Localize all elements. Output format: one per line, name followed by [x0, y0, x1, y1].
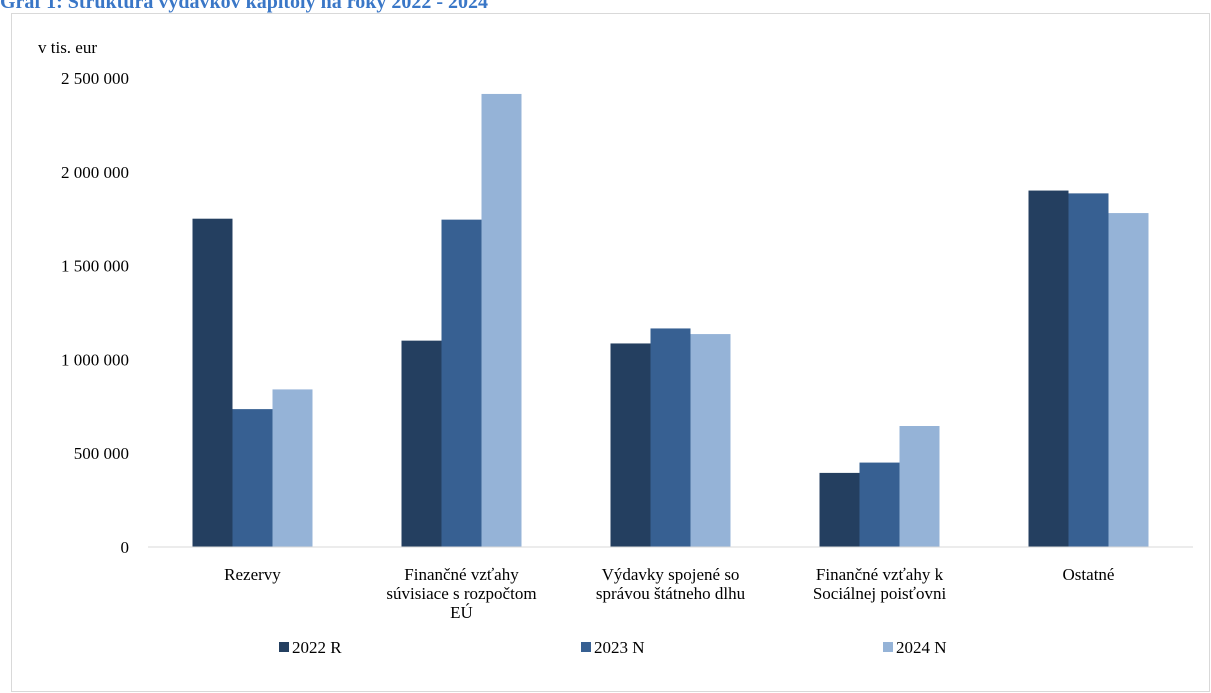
x-tick-label: správou štátneho dlhu — [596, 584, 746, 603]
bar — [690, 334, 731, 547]
legend-swatch — [581, 642, 591, 652]
y-tick-label: 1 500 000 — [61, 257, 129, 276]
y-tick-label: 1 000 000 — [61, 350, 129, 369]
legend-label: 2022 R — [292, 638, 342, 657]
x-tick-label: Finančné vzťahy — [404, 565, 519, 584]
x-tick-label: Sociálnej poisťovni — [813, 584, 947, 603]
y-axis-ticks: 0 500 000 1 000 000 1 500 000 2 000 000 2 500… — [61, 69, 129, 557]
legend: 2022 R 2023 N 2024 N — [279, 638, 947, 657]
bar — [1068, 193, 1109, 547]
bar — [441, 219, 482, 547]
legend-label: 2023 N — [594, 638, 645, 657]
y-tick-label: 0 — [121, 538, 130, 557]
bar — [401, 340, 442, 547]
chart-frame — [11, 13, 1210, 692]
x-tick-label: súvisiace s rozpočtom — [386, 584, 536, 603]
legend-swatch — [883, 642, 893, 652]
bar — [232, 409, 273, 547]
chart-title: Graf 1: Štruktúra výdavkov kapitoly na r… — [0, 0, 489, 13]
y-unit-label: v tis. eur — [38, 38, 97, 57]
bar — [650, 328, 691, 547]
x-tick-label: Ostatné — [1063, 565, 1115, 584]
bars-group — [192, 93, 1149, 548]
bar — [272, 389, 313, 547]
bar — [859, 462, 900, 547]
x-tick-label: Finančné vzťahy k — [816, 565, 944, 584]
y-tick-label: 2 500 000 — [61, 69, 129, 88]
legend-label: 2024 N — [896, 638, 947, 657]
bar — [1108, 213, 1149, 547]
y-tick-label: 2 000 000 — [61, 163, 129, 182]
bar — [610, 343, 651, 547]
bar — [899, 425, 940, 547]
x-tick-label: Rezervy — [224, 565, 281, 584]
legend-swatch — [279, 642, 289, 652]
x-tick-label: Výdavky spojené so — [602, 565, 740, 584]
bar — [192, 218, 233, 547]
y-tick-label: 500 000 — [74, 444, 129, 463]
bar — [819, 472, 860, 547]
bar — [481, 93, 522, 548]
bar — [1028, 190, 1069, 547]
x-tick-label: EÚ — [450, 603, 473, 622]
